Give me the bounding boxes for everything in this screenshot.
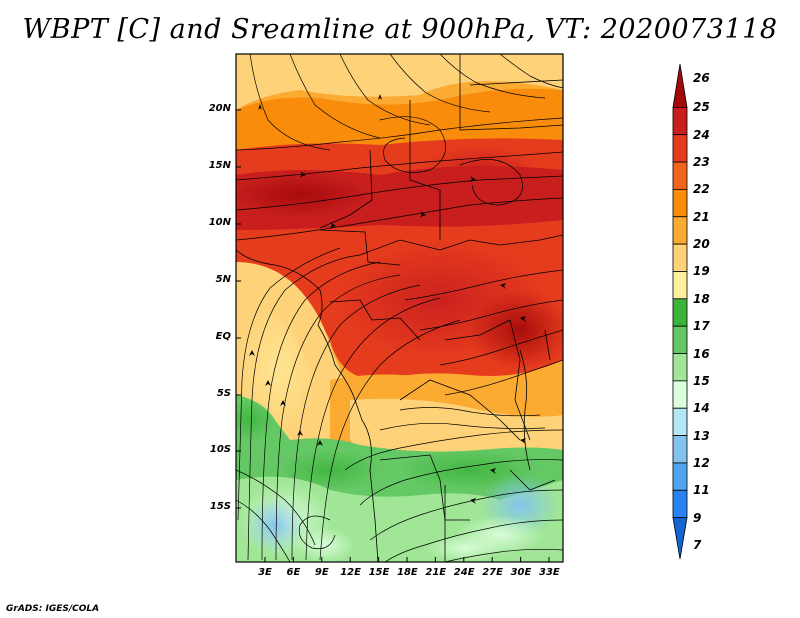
streamline-arrows xyxy=(249,94,526,504)
lon-label: 18E xyxy=(397,567,418,578)
lon-label: 6E xyxy=(286,567,301,578)
lon-label: 3E xyxy=(258,567,272,578)
colorbar-swatch xyxy=(672,216,688,245)
country-borders xyxy=(236,54,563,562)
colorbar-label: 25 xyxy=(693,100,710,115)
colorbar-label: 19 xyxy=(693,264,710,279)
colorbar-label: 24 xyxy=(693,127,710,142)
colorbar-swatch xyxy=(672,298,688,327)
colorbar-label: 11 xyxy=(693,483,710,498)
map-frame xyxy=(235,53,564,563)
credit-text: GrADS: IGES/COLA xyxy=(6,604,100,614)
colorbar-swatch xyxy=(672,380,688,409)
map-title: WBPT [C] and Sreamline at 900hPa, VT: 20… xyxy=(22,14,778,45)
colorbar-label: 16 xyxy=(693,346,710,361)
lat-label: 5N xyxy=(215,274,231,285)
colorbar-label: 23 xyxy=(693,155,710,170)
lon-label: 15E xyxy=(368,567,390,578)
colorbar-label: 7 xyxy=(693,538,702,552)
colorbar-label: 20 xyxy=(693,237,710,252)
colorbar-swatch xyxy=(672,435,688,464)
colorbar-label: 17 xyxy=(693,319,710,334)
colorbar-swatch xyxy=(672,353,688,382)
colorbar xyxy=(672,63,688,560)
lat-label: 20N xyxy=(208,103,231,114)
colorbar-label: 22 xyxy=(693,182,710,197)
lon-label: 21E xyxy=(425,567,447,578)
colorbar-swatch xyxy=(672,271,688,300)
lat-label: 5S xyxy=(216,388,231,399)
lon-label: 24E xyxy=(453,567,475,578)
lon-label: 12E xyxy=(340,567,361,578)
colorbar-label: 14 xyxy=(693,401,710,416)
colorbar-label: 13 xyxy=(693,428,710,443)
axis-ticks xyxy=(236,109,550,562)
colorbar-label: 18 xyxy=(693,291,710,306)
lat-label: 10S xyxy=(209,444,231,455)
colorbar-label: 26 xyxy=(693,71,710,85)
colorbar-label: 9 xyxy=(693,510,702,525)
colorbar-swatch xyxy=(672,462,688,491)
lat-label: 15N xyxy=(208,160,231,171)
colorbar-swatch xyxy=(672,243,688,272)
colorbar-swatch xyxy=(672,63,688,108)
lon-label: 27E xyxy=(482,567,503,578)
streamlines xyxy=(236,54,563,562)
lon-label: 33E xyxy=(539,567,560,578)
wbpt-field xyxy=(236,54,563,562)
colorbar-swatch xyxy=(672,106,688,136)
colorbar-swatch xyxy=(672,489,688,519)
colorbar-label: 21 xyxy=(693,209,710,224)
lat-label: 10N xyxy=(208,217,231,228)
colorbar-swatch xyxy=(672,134,688,163)
colorbar-swatch xyxy=(672,325,688,354)
lat-label: EQ xyxy=(215,331,231,342)
colorbar-swatch xyxy=(672,161,688,190)
colorbar-swatch xyxy=(672,189,688,218)
lon-label: 30E xyxy=(510,567,532,578)
colorbar-swatch xyxy=(672,407,688,436)
colorbar-label: 12 xyxy=(693,455,710,470)
colorbar-swatch xyxy=(672,517,688,560)
colorbar-label: 15 xyxy=(693,373,710,388)
lat-label: 15S xyxy=(209,501,231,512)
lon-label: 9E xyxy=(314,567,329,578)
